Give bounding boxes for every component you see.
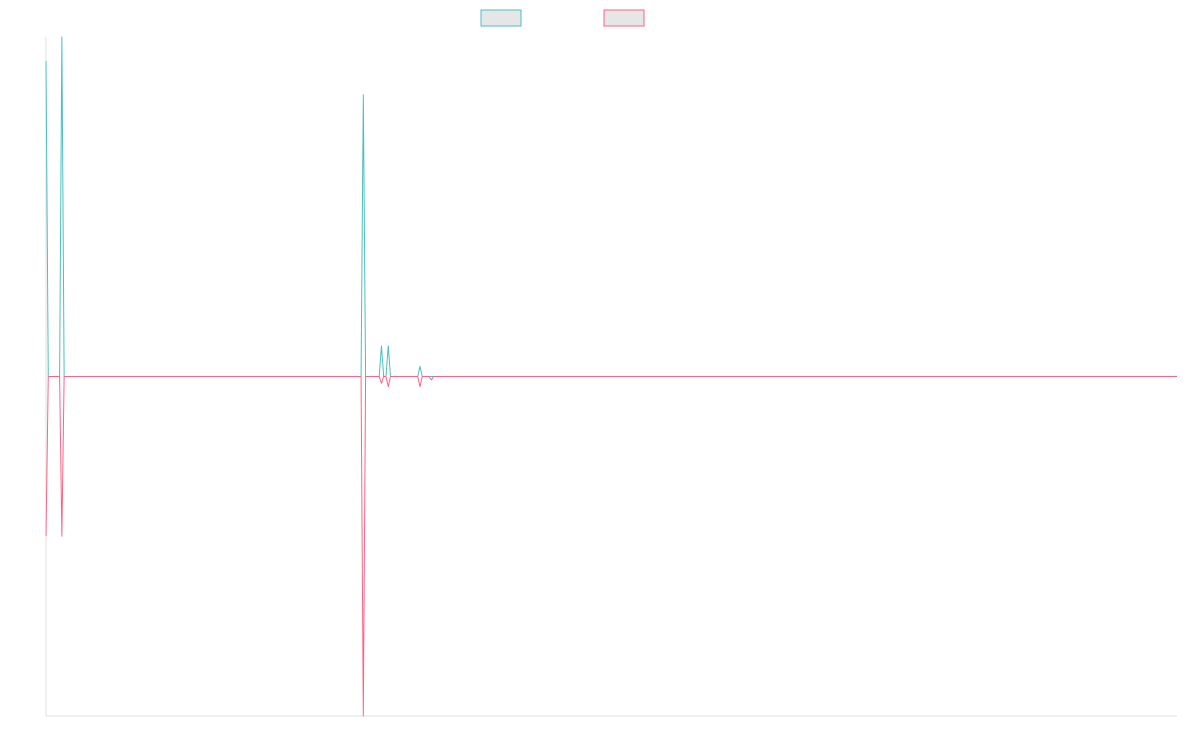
legend-item-2[interactable] bbox=[603, 9, 645, 27]
legend-swatch bbox=[603, 9, 645, 27]
series-layer bbox=[45, 36, 1177, 717]
legend-swatch bbox=[480, 9, 522, 27]
legend[interactable] bbox=[480, 9, 645, 27]
series-line-1 bbox=[45, 36, 1177, 377]
series-line-2 bbox=[45, 376, 1177, 717]
axes bbox=[45, 37, 1177, 717]
legend-item-1[interactable] bbox=[480, 9, 522, 27]
